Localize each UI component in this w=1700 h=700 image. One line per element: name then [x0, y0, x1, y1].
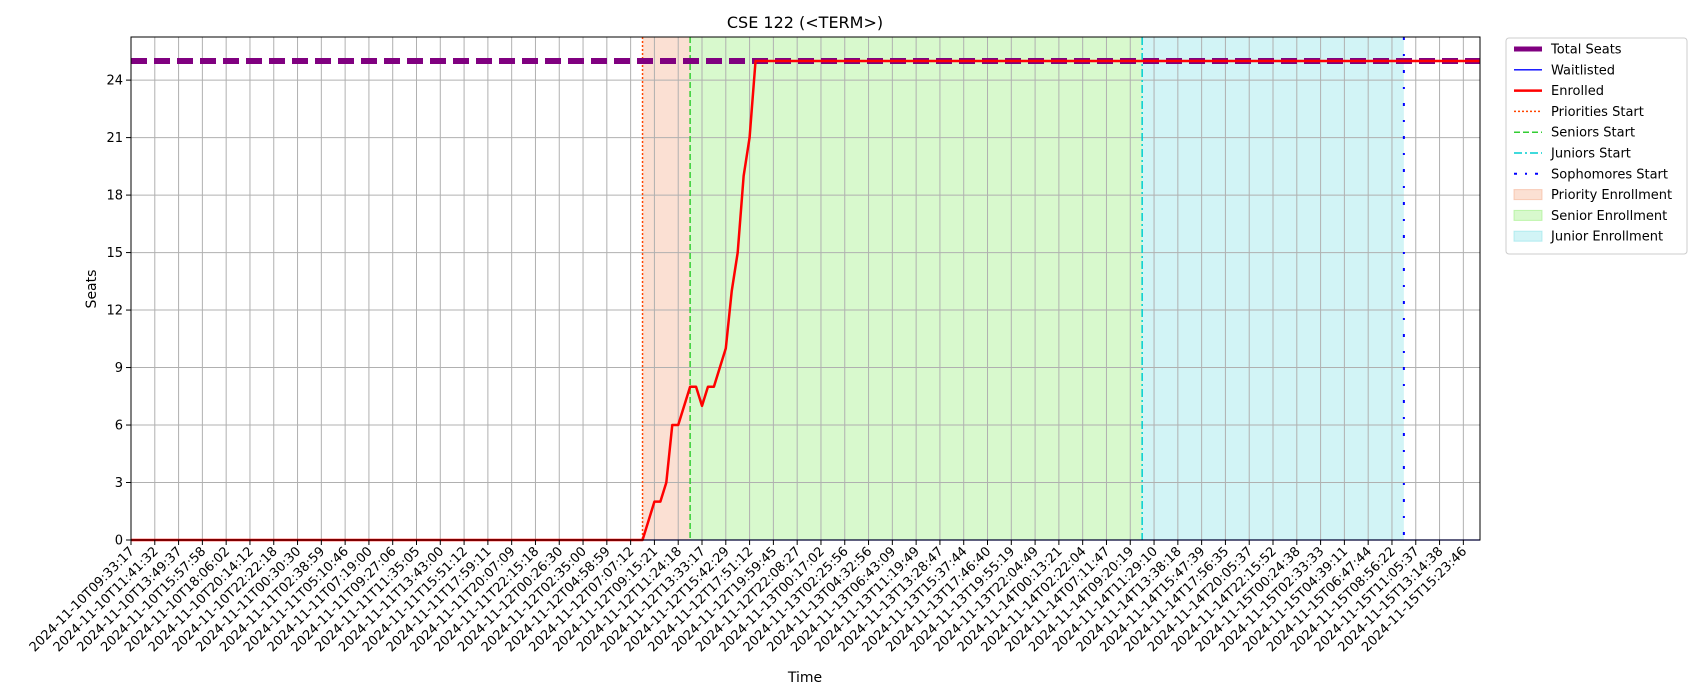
legend-label-total-seats: Total Seats [1550, 43, 1622, 58]
legend-label-juniors-start: Juniors Start [1550, 147, 1631, 162]
y-tick-label: 15 [106, 246, 123, 261]
y-tick-label: 21 [106, 131, 123, 146]
shaded-region-priority-enrollment [642, 37, 691, 540]
chart-title: CSE 122 (<TERM>) [727, 13, 883, 32]
legend-box [1505, 37, 1688, 255]
legend-label-enrolled: Enrolled [1551, 84, 1604, 99]
legend-label-priority-enrollment: Priority Enrollment [1551, 188, 1672, 203]
y-tick-label: 6 [115, 419, 123, 434]
series-line-enrolled [131, 59, 1480, 542]
x-axis-title: Time [787, 670, 822, 686]
legend-label-sophomores-start: Sophomores Start [1551, 167, 1668, 182]
plot-frame [130, 36, 1481, 541]
y-tick-label: 24 [106, 74, 123, 89]
legend: Total Seats Waitlisted Enrolled Priorities … [1505, 37, 1688, 255]
legend-label-junior-enrollment: Junior Enrollment [1550, 230, 1663, 245]
legend-label-seniors-start: Seniors Start [1551, 126, 1635, 141]
legend-label-senior-enrollment: Senior Enrollment [1551, 209, 1667, 224]
legend-label-priorities-start: Priorities Start [1551, 105, 1644, 120]
legend-swatch-senior-enrollment [1513, 209, 1543, 221]
legend-swatch-junior-enrollment [1513, 230, 1543, 242]
y-tick-label: 0 [115, 534, 123, 549]
y-axis-title: Seats [84, 270, 100, 309]
y-tick-label: 12 [106, 304, 123, 319]
legend-swatch-priority-enrollment [1513, 189, 1543, 201]
y-tick-label: 9 [115, 361, 123, 376]
legend-label-waitlisted: Waitlisted [1551, 63, 1615, 78]
y-tick-label: 3 [115, 476, 123, 491]
y-tick-label: 18 [106, 189, 123, 204]
